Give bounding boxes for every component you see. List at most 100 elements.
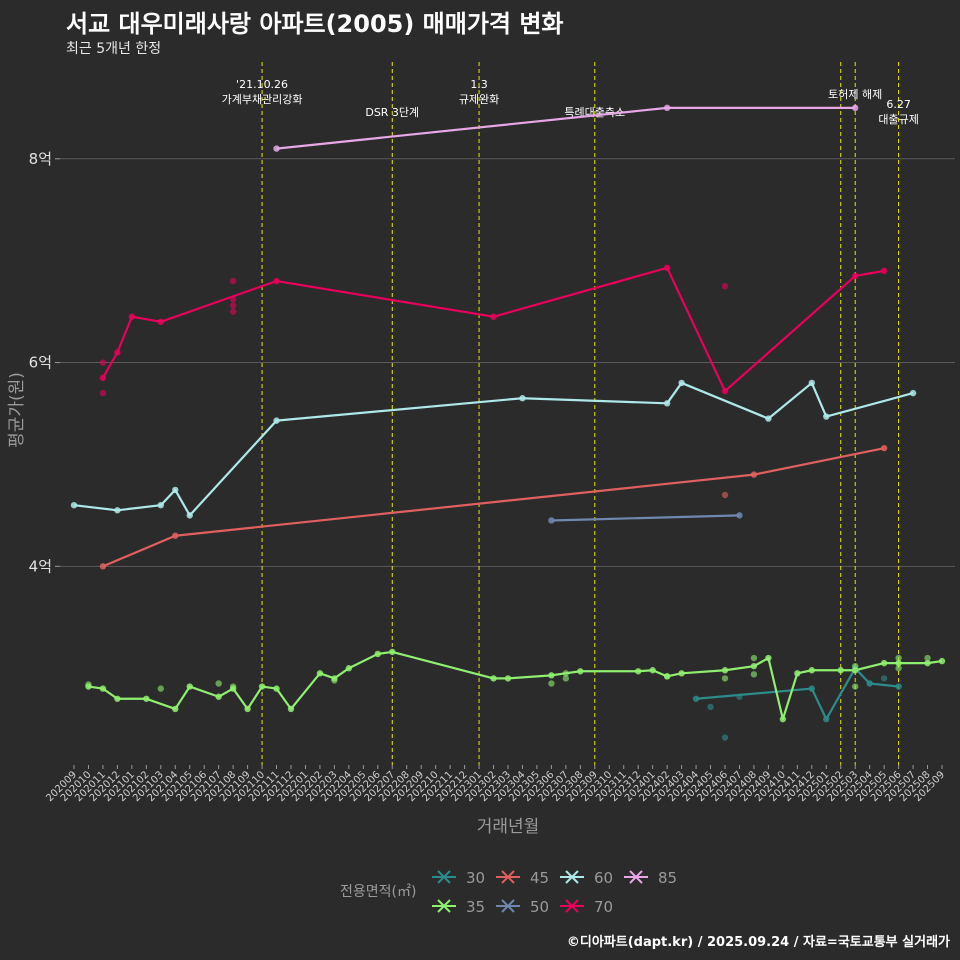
legend-label-60: 60 [594, 869, 613, 887]
event-label-202110: '21.10.26 가계부채관리강화 [222, 78, 303, 106]
event-label-line: 6.27 [886, 98, 911, 111]
data-point-70 [114, 349, 121, 356]
data-point-35 [808, 667, 815, 674]
data-point-35 [172, 705, 179, 713]
series-line-70 [101, 266, 885, 393]
event-label-line: DSR 3단계 [365, 106, 419, 119]
data-point-60 [765, 415, 772, 422]
scatter-point-35 [548, 680, 555, 687]
scatter-point-35 [663, 673, 671, 680]
scatter-point-30 [721, 734, 729, 741]
data-point-35 [374, 650, 381, 658]
data-point-70 [880, 267, 888, 275]
data-point-35 [490, 675, 497, 682]
legend-label-50: 50 [530, 898, 549, 916]
scatter-point-45 [721, 491, 729, 499]
data-point-35 [895, 659, 902, 667]
event-label-line: '21.10.26 [236, 78, 288, 91]
series-line-45 [102, 447, 885, 568]
event-label-line: 가계부채관리강화 [222, 93, 303, 106]
scatter-point-30 [707, 703, 714, 711]
legend-key-cross-b-50 [501, 899, 515, 913]
event-label-line: 특례대출축소 [564, 106, 625, 119]
y-tick-label: 6억 [29, 354, 52, 372]
y-tick-label: 4억 [29, 557, 52, 575]
data-point-45 [750, 471, 758, 478]
scatter-point-35 [215, 680, 222, 687]
data-point-35 [273, 685, 280, 692]
data-point-35 [750, 662, 758, 670]
event-label-202309: 특례대출축소 [564, 106, 625, 119]
data-point-35 [837, 667, 844, 674]
scatter-point-35 [852, 662, 859, 670]
scatter-point-30 [880, 675, 888, 682]
chart-subtitle: 최근 5개년 한정 [66, 41, 162, 57]
data-point-35 [287, 705, 295, 713]
data-point-30 [823, 715, 830, 723]
data-point-35 [244, 705, 251, 713]
scatter-point-30 [736, 693, 743, 700]
series-line-50 [551, 514, 740, 522]
data-point-35 [577, 668, 584, 675]
data-point-45 [99, 563, 107, 570]
data-point-60 [186, 512, 193, 519]
data-point-70 [128, 313, 136, 320]
legend-title: 전용면적(㎡) [340, 884, 416, 900]
event-label-202207: DSR 3단계 [365, 106, 419, 119]
legend-label-45: 45 [530, 869, 549, 887]
scatter-point-70 [99, 359, 107, 366]
data-point-35 [765, 654, 772, 662]
data-point-35 [924, 659, 931, 667]
x-axis-ticks: 2020092020102020112020122021012021022021… [44, 765, 947, 804]
scatter-point-70 [99, 389, 107, 397]
data-point-70 [721, 387, 729, 395]
source-caption: ©디아파트(dapt.kr) / 2025.09.24 / 자료=국토교통부 실… [566, 935, 950, 950]
data-point-45 [172, 532, 179, 539]
data-point-35 [114, 695, 121, 702]
scatter-point-70 [229, 302, 237, 309]
scatter-point-35 [721, 675, 729, 682]
data-point-35 [504, 675, 512, 682]
event-label-202506: 6.27 대출규제 [878, 98, 918, 126]
data-point-85 [852, 104, 859, 112]
legend-key-cross-b-85 [629, 870, 643, 884]
data-point-35 [794, 670, 801, 677]
data-point-35 [678, 670, 685, 677]
data-point-35 [779, 715, 787, 723]
scatter-point-70 [229, 296, 237, 303]
legend-label-70: 70 [594, 898, 613, 916]
data-point-60 [678, 379, 685, 387]
scatter-point-35 [895, 665, 902, 672]
scatter-point-35 [852, 683, 859, 690]
data-point-60 [519, 395, 526, 402]
data-point-35 [635, 668, 642, 675]
data-point-60 [114, 507, 121, 514]
scatter-point-70 [229, 277, 237, 285]
data-point-60 [663, 400, 671, 407]
event-label-202301: 1.3 규제완화 [459, 78, 499, 106]
event-label-line: 규제완화 [459, 93, 499, 106]
data-point-35 [258, 683, 266, 690]
data-point-60 [157, 501, 164, 509]
scatter-point-35 [331, 677, 338, 684]
scatter-point-70 [721, 282, 729, 290]
data-point-60 [808, 379, 815, 387]
data-point-35 [186, 683, 193, 690]
data-point-35 [721, 667, 729, 674]
legend: 전용면적(㎡) 30 45 60 85 35 50 70 [340, 869, 677, 916]
data-point-70 [852, 272, 859, 280]
scatter-point-35 [924, 654, 931, 662]
data-point-45 [880, 444, 888, 452]
data-point-35 [215, 693, 222, 700]
event-label-line: 토허제 해제 [828, 87, 882, 101]
data-point-35 [143, 695, 150, 702]
scatter-point-35 [85, 681, 92, 688]
data-point-70 [99, 374, 107, 382]
data-point-30 [692, 695, 700, 702]
scatter-point-35 [562, 670, 570, 677]
y-axis-title: 평균가(원) [7, 372, 27, 448]
data-point-85 [663, 104, 671, 112]
data-point-70 [663, 264, 671, 272]
x-axis-title: 거래년월 [477, 817, 540, 837]
